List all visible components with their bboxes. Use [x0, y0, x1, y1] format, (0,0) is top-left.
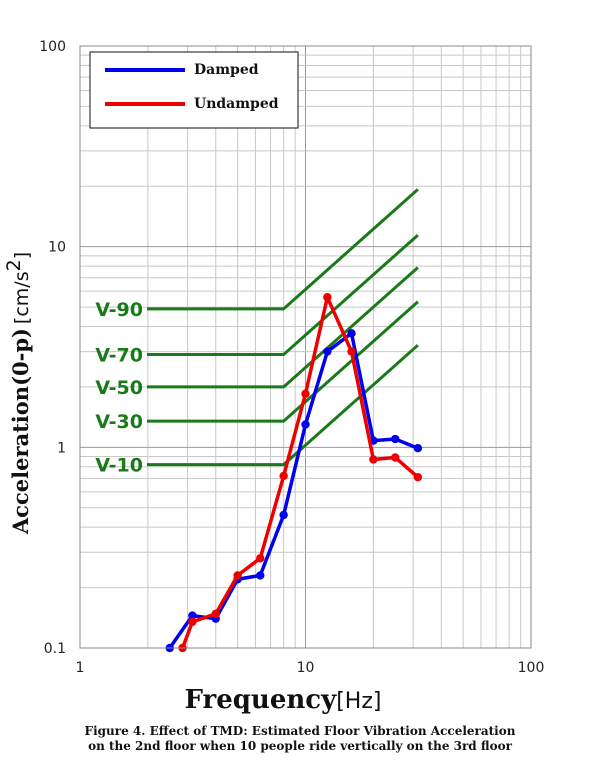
criteria-label: V-90 — [95, 299, 143, 321]
data-point — [211, 609, 220, 619]
criteria-line — [147, 233, 419, 357]
legend-label-undamped: Undamped — [194, 96, 279, 112]
legend-label-damped: Damped — [194, 62, 259, 78]
data-point — [188, 611, 197, 620]
y-tick-label: 1 — [57, 440, 66, 456]
legend-box — [89, 51, 299, 129]
data-point — [256, 554, 265, 563]
criteria-label: V-30 — [95, 411, 143, 433]
chart: V-90 V-70 V-50 V-30 V-10 0.1 1 10 100 1 10 100 Dam… — [3, 39, 544, 715]
data-point — [347, 329, 356, 338]
criteria-label: V-50 — [95, 377, 143, 399]
data-point — [301, 420, 310, 429]
data-point — [301, 389, 310, 398]
data-point — [391, 453, 400, 462]
x-tick-label: 1 — [76, 660, 85, 676]
grid — [79, 46, 531, 649]
criteria-label: V-10 — [95, 455, 143, 477]
data-point — [347, 347, 356, 356]
y-axis-label: Acceleration(0-p)[cm/s2] — [3, 252, 33, 535]
criteria-line — [147, 188, 419, 311]
plot-frame — [79, 45, 532, 649]
y-tick-label: 0.1 — [44, 641, 66, 657]
y-tick-label: 100 — [39, 39, 66, 55]
criteria-line — [147, 300, 419, 423]
data-point — [369, 455, 378, 464]
data-point — [413, 444, 423, 453]
data-point — [233, 571, 242, 580]
axis-ticks: 0.1 1 10 100 1 10 100 — [39, 39, 544, 676]
data-point — [391, 434, 400, 444]
data-point — [323, 292, 332, 302]
data-point — [323, 347, 332, 356]
y-tick-label: 10 — [48, 240, 66, 256]
data-point — [279, 471, 288, 481]
x-tick-label: 10 — [297, 660, 315, 676]
criteria-line — [147, 344, 419, 467]
caption-line-1: Figure 4. Effect of TMD: Estimated Floor… — [84, 724, 516, 738]
criteria-label: V-70 — [95, 345, 143, 367]
data-point — [256, 571, 265, 580]
figure-caption: Figure 4. Effect of TMD: Estimated Floor… — [0, 724, 600, 754]
criteria-line — [147, 266, 419, 389]
x-tick-label: 100 — [518, 660, 545, 676]
data-point — [413, 472, 423, 482]
x-axis-label: Frequency[Hz] — [185, 685, 382, 715]
data-point — [279, 510, 288, 520]
criteria-lines: V-90 V-70 V-50 V-30 V-10 — [95, 188, 419, 477]
caption-line-2: on the 2nd floor when 10 people ride ver… — [88, 739, 512, 753]
legend: Damped Undamped — [89, 51, 299, 129]
data-point — [188, 617, 197, 627]
